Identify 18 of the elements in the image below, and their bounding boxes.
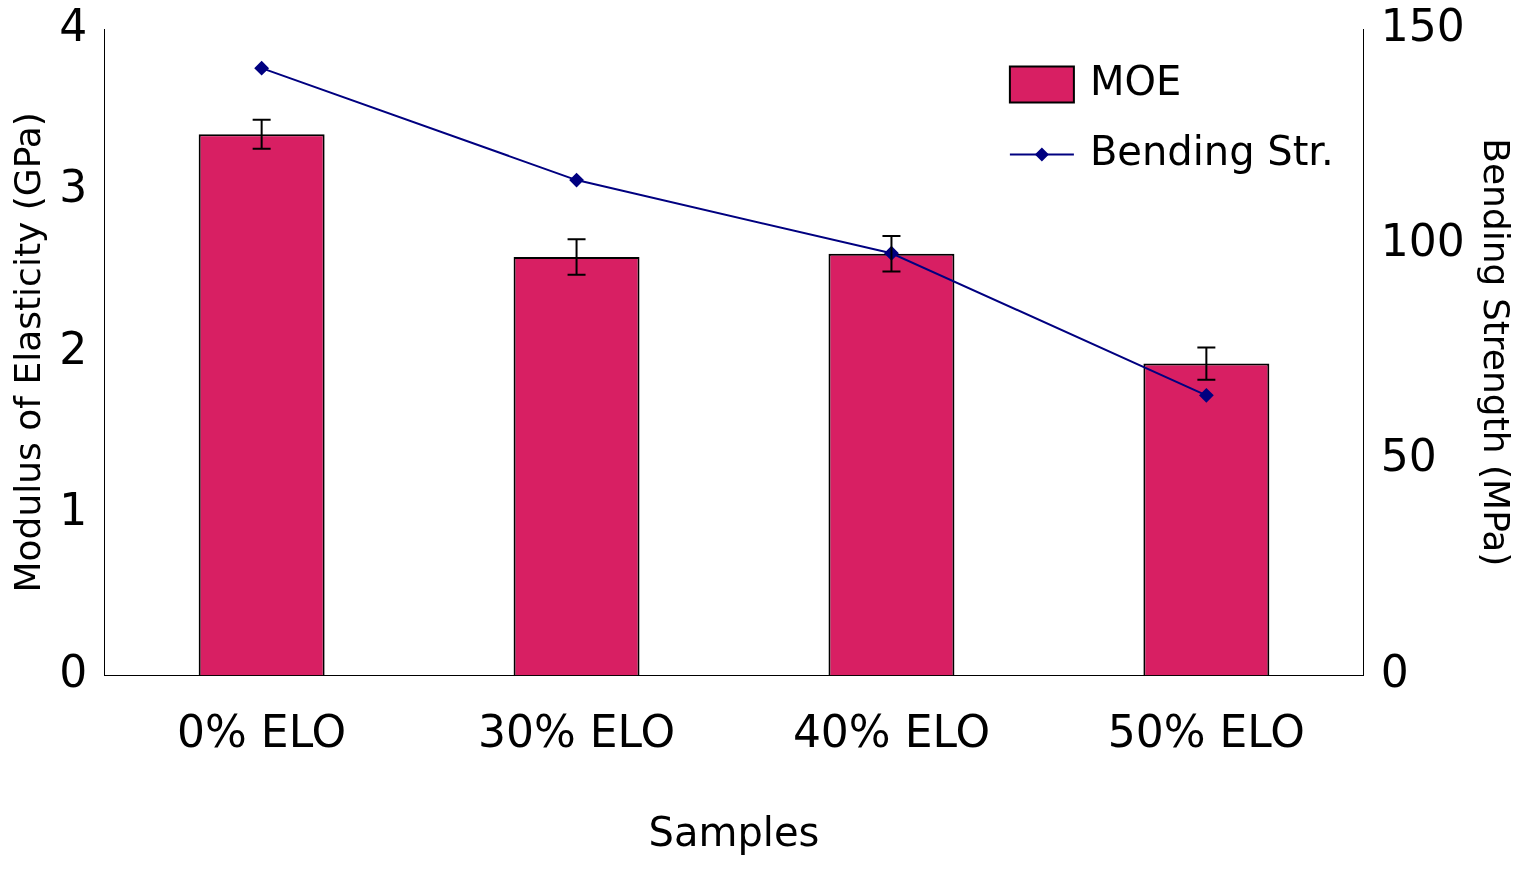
y-tick-label: 2 (59, 322, 88, 374)
y-tick-label: 0 (59, 645, 88, 697)
y-tick-label: 1 (59, 484, 88, 536)
y2-tick-label: 100 (1380, 215, 1465, 267)
x-tick-label: 50% ELO (1107, 706, 1305, 758)
x-tick-label: 30% ELO (477, 706, 676, 758)
legend-label: MOE (1089, 57, 1182, 104)
y2-tick-label: 0 (1380, 645, 1409, 697)
x-tick-label: 0% ELO (177, 706, 347, 758)
y-tick-label: 3 (59, 161, 88, 213)
x-tick-label: 40% ELO (792, 706, 991, 758)
y2-tick-label: 50 (1380, 430, 1437, 482)
legend-label: Bending Str. (1089, 127, 1334, 174)
y2-axis-title: Bending Strength (MPa) (1476, 138, 1518, 567)
y-tick-label: 4 (59, 0, 88, 51)
y2-tick-label: 150 (1380, 0, 1465, 51)
y-axis-title: Modulus of Elasticity (GPa) (6, 112, 48, 593)
x-axis-title: Samples (648, 809, 820, 856)
